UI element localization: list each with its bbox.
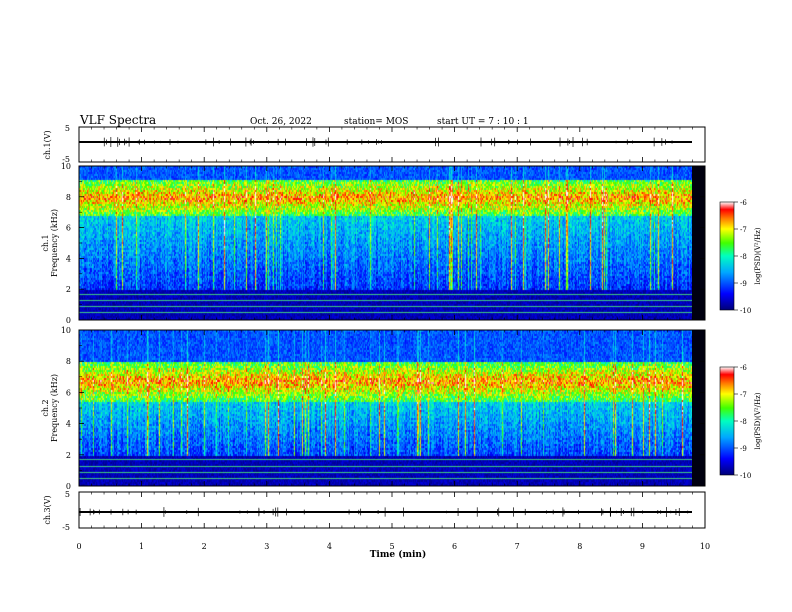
ch2-colorbar-label: log(PSD)(V²/Hz)	[754, 392, 762, 449]
spec-ytick-label: 6	[66, 388, 71, 397]
ch3-waveform-spikes	[79, 507, 689, 517]
colorbar-tick-label: -7	[740, 391, 747, 399]
colorbar-tick-label: -7	[740, 226, 747, 234]
ch1-ytick-bottom: -5	[62, 155, 70, 164]
ch1-ylabel: ch.1(V)	[43, 130, 52, 159]
spec-ytick-label: 4	[66, 254, 71, 263]
xtick-label: 6	[452, 542, 457, 551]
xtick-label: 0	[76, 542, 81, 551]
xtick-label: 5	[389, 542, 394, 551]
ch3-ytick-bottom: -5	[62, 523, 70, 532]
ch1-ytick-top: 5	[65, 124, 70, 133]
colorbar-tick-label: -10	[740, 472, 751, 480]
spec-ytick-label: 0	[66, 482, 71, 491]
ch1-colorbar: -6 -7 -8 -9 -10 log(PSD)(V²/Hz)	[719, 199, 762, 315]
ch3-ytick-top: 5	[65, 490, 70, 499]
figure-title: VLF Spectra	[79, 113, 156, 127]
ch2-spectrogram-panel: 0 2 4 6 8 10 ch.2 Frequency (kHz)	[41, 326, 706, 491]
xtick-label: 9	[640, 542, 645, 551]
station-label: station= MOS	[344, 117, 408, 127]
ch1-colorbar-label: log(PSD)(V²/Hz)	[754, 227, 762, 284]
xtick-label: 1	[139, 542, 144, 551]
ch1-spectrogram-panel: 0 2 4 6 8 10 ch.1 Frequency (kHz)	[41, 162, 706, 325]
time-axis: 0 1 2 3 4 5 6 7 8 9 10	[76, 127, 710, 551]
ch1-waveform-panel: 5 -5 ch.1(V)	[43, 124, 706, 164]
spec-ytick-label: 6	[66, 224, 71, 233]
colorbar-tick-label: -6	[740, 364, 747, 372]
xtick-label: 2	[202, 542, 207, 551]
spec-ytick-label: 2	[66, 451, 71, 460]
ch2-colorbar: -6 -7 -8 -9 -10 log(PSD)(V²/Hz)	[719, 364, 762, 480]
ch1-waveform-spikes	[103, 137, 673, 147]
ch2-colorbar-gradient	[719, 366, 735, 476]
ch1-waveform-frame	[78, 126, 706, 163]
spec-ytick-label: 10	[61, 326, 71, 335]
colorbar-tick-label: -9	[740, 445, 747, 453]
ch2-spec-ylabel-freq: Frequency (kHz)	[50, 374, 59, 442]
spec-ytick-label: 8	[66, 357, 71, 366]
xtick-label: 3	[264, 542, 269, 551]
spec-ytick-label: 2	[66, 285, 71, 294]
ch1-colorbar-gradient	[719, 201, 735, 311]
ch1-spectrogram-image	[79, 166, 692, 320]
xtick-label: 4	[327, 542, 332, 551]
spectrogram-raster	[79, 330, 692, 486]
ch2-spec-ylabel-channel: ch.2	[41, 399, 50, 416]
spec-ytick-label: 4	[66, 420, 71, 429]
date-label: Oct. 26, 2022	[250, 117, 312, 127]
ch2-spectrogram-image	[79, 330, 692, 486]
ch1-spec-ylabel-freq: Frequency (kHz)	[50, 209, 59, 277]
colorbar-tick-label: -9	[740, 280, 747, 288]
colorbar-tick-label: -6	[740, 199, 747, 207]
xaxis-label: Time (min)	[370, 549, 427, 560]
spec-ytick-label: 8	[66, 193, 71, 202]
start-ut-label: start UT = 7 : 10 : 1	[437, 117, 529, 127]
xtick-label: 10	[700, 542, 710, 551]
spectrogram-raster	[79, 166, 692, 320]
colorbar-tick-label: -8	[740, 418, 747, 426]
colorbar-tick-label: -8	[740, 253, 747, 261]
xtick-label: 7	[515, 542, 520, 551]
xtick-label: 8	[577, 542, 582, 551]
spec-ytick-label: 10	[61, 162, 71, 171]
ch3-ylabel: ch.3(V)	[43, 495, 52, 524]
colorbar-tick-label: -10	[740, 307, 751, 315]
spec-ytick-label: 0	[66, 316, 71, 325]
ch3-waveform-panel: 5 -5 ch.3(V)	[43, 490, 706, 532]
ch3-waveform-frame	[78, 491, 706, 529]
ch1-spec-ylabel-channel: ch.1	[41, 234, 50, 251]
